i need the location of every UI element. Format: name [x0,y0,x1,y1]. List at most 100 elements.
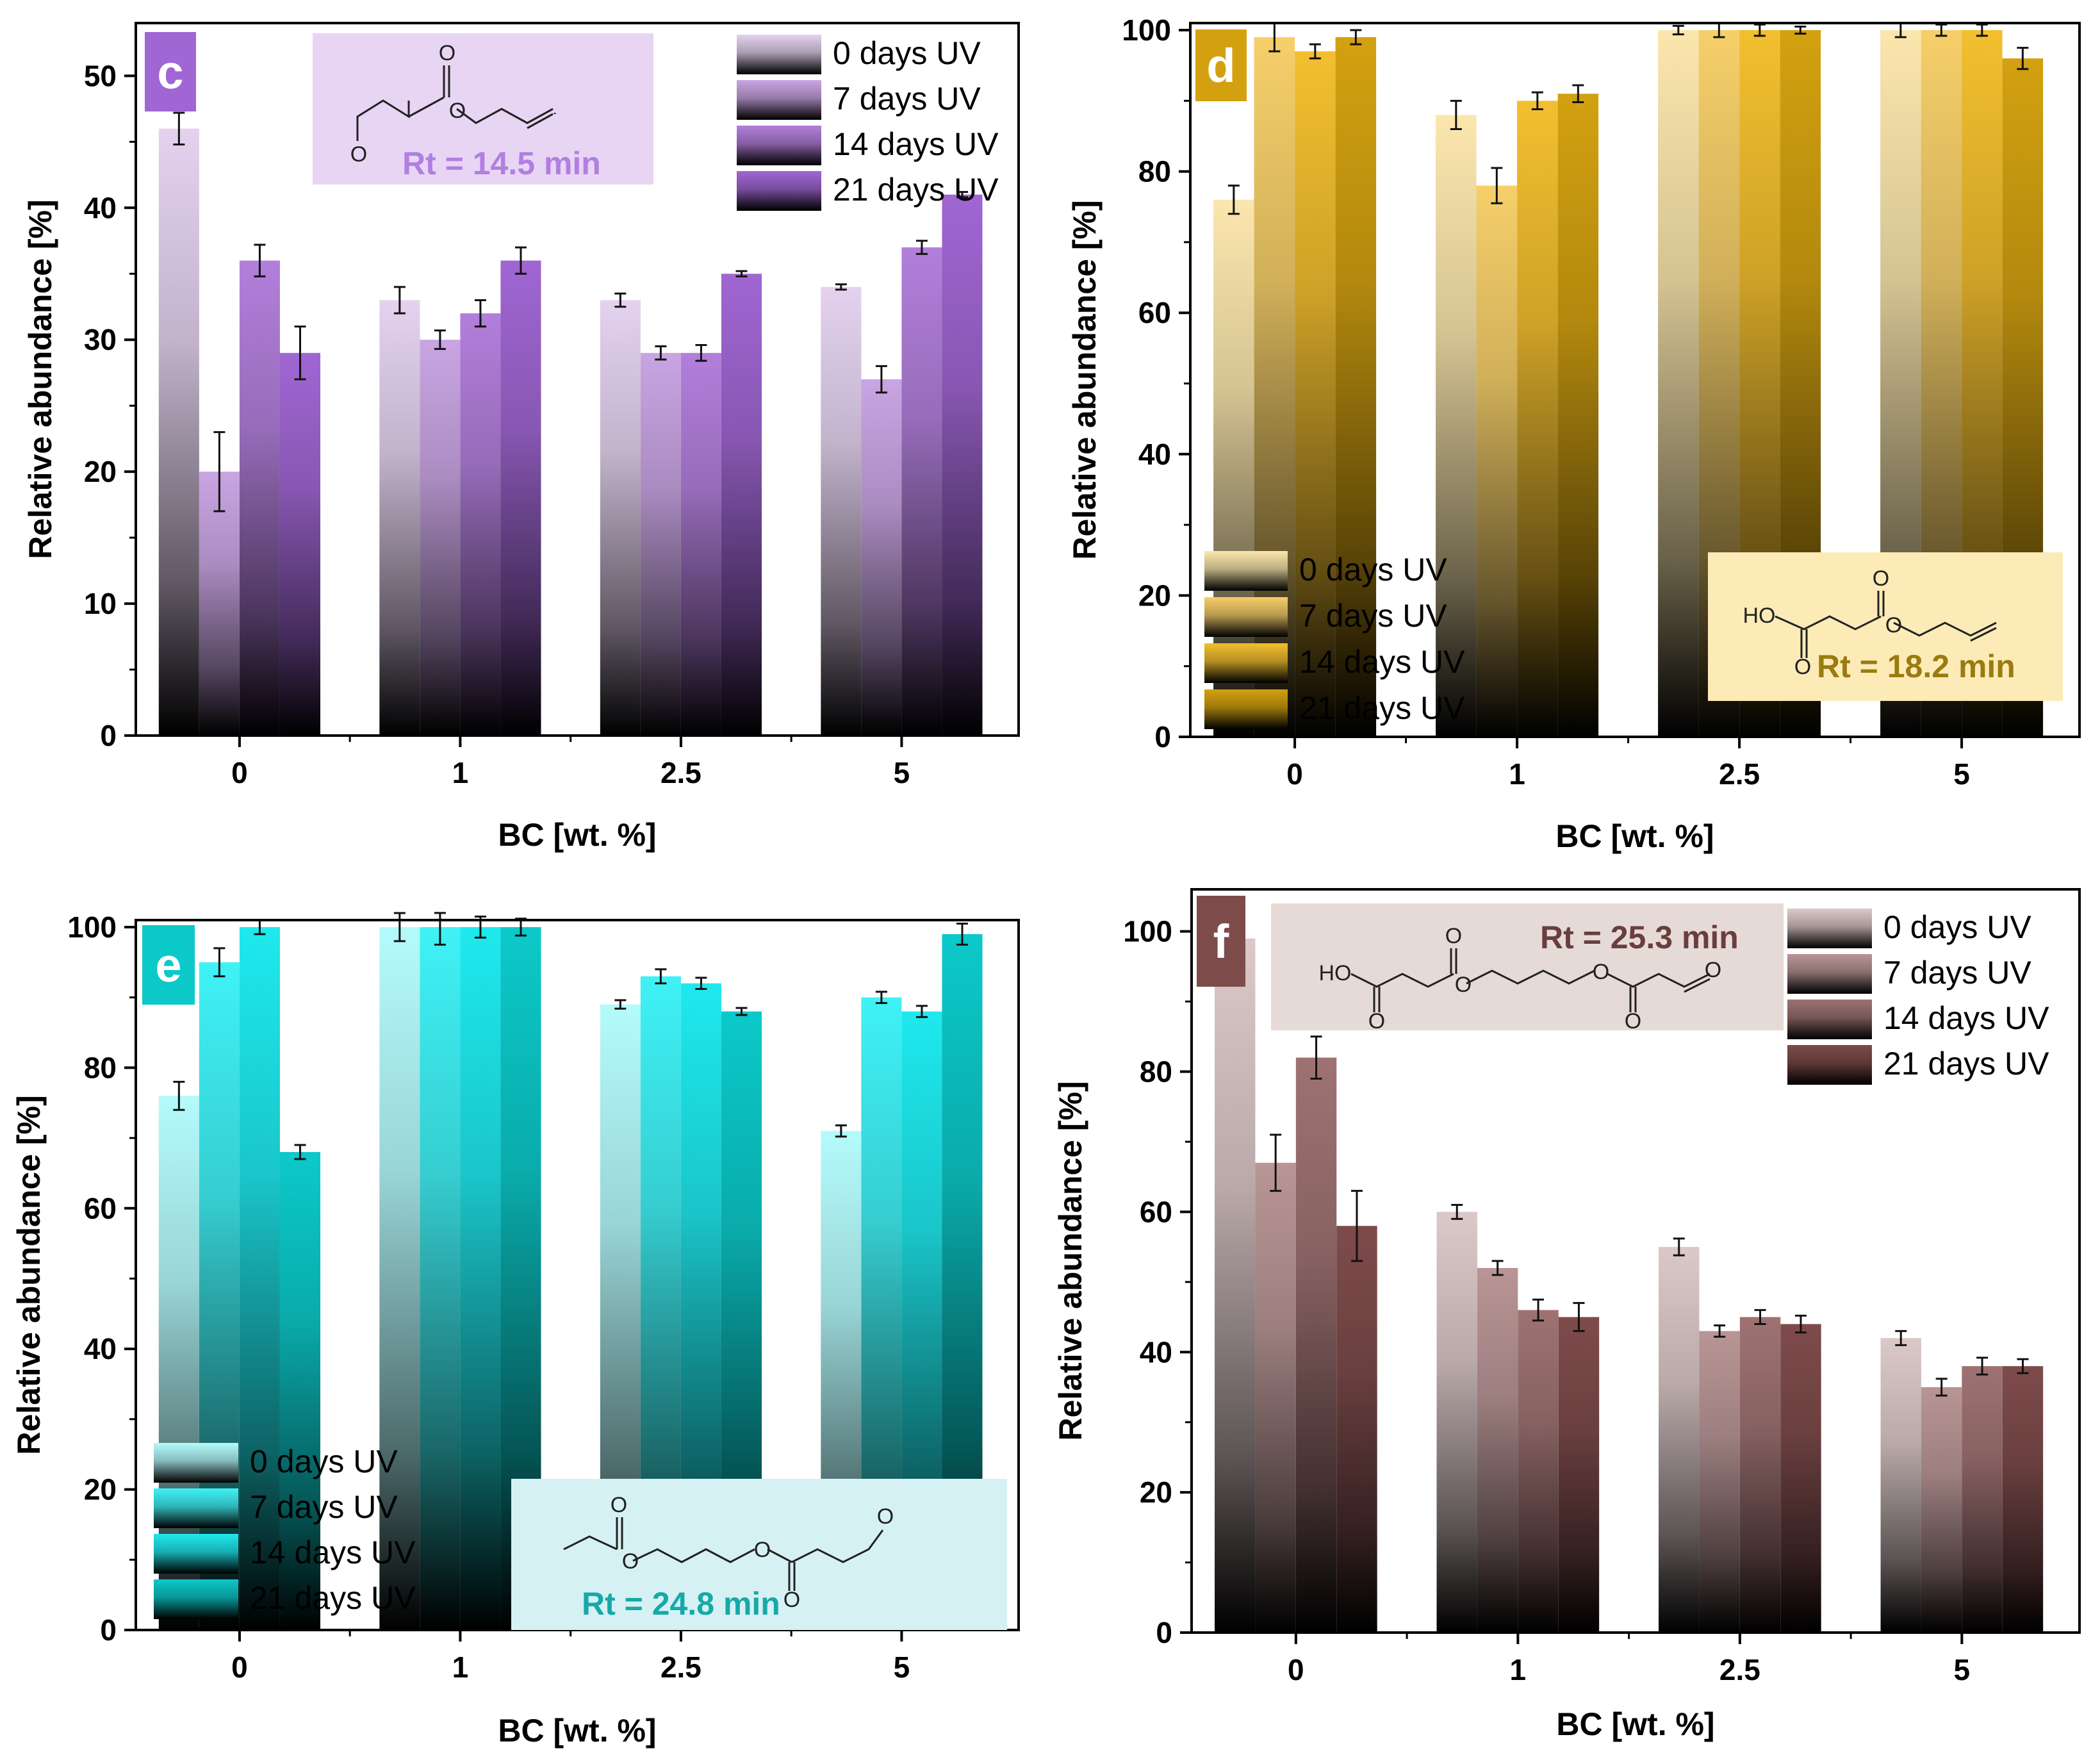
x-axis: 0 1 2.5 5 [1288,1633,1970,1686]
y-axis: 0 10 20 30 40 50 [84,59,136,752]
y-axis: 0 20 40 60 80 100 [1122,13,1190,753]
x-axis: 0 1 2.5 5 [1286,737,1970,791]
y-tick-label: 0 [1154,720,1171,753]
x-tick-label: 5 [894,756,910,789]
x-axis-label: BC [wt. %] [1556,1706,1714,1742]
bar [901,247,942,736]
y-tick-label: 50 [84,59,117,92]
molecule-bond [791,1529,884,1563]
legend-swatch [1787,909,1872,948]
molecule-atom-label: HO [1743,604,1776,628]
bar [821,286,862,736]
legend-label: 21 days UV [250,1580,416,1616]
y-axis-label: Relative abundance [%] [22,199,58,559]
bar [1336,1226,1377,1633]
bars-group [1215,916,2044,1633]
x-axis-label: BC [wt. %] [498,817,656,853]
y-tick-label: 60 [1138,296,1171,329]
bar [942,194,983,736]
molecule-atom-label: O [350,142,367,167]
annotation-box [511,1479,1007,1630]
x-tick-label: 2.5 [1719,757,1760,791]
molecule-bond [527,113,554,129]
molecule-annotation: O O O Rt = 14.5 min [313,33,653,185]
x-axis-label: BC [wt. %] [498,1713,656,1749]
bar [1962,1366,2003,1633]
legend: 0 days UV 7 days UV 14 days UV 21 days UV [154,1443,416,1619]
y-tick-label: 30 [84,323,117,356]
legend-label: 7 days UV [1883,955,2031,991]
molecule-atom-label: O [1368,1009,1385,1033]
panel-badge [1197,896,1245,987]
molecule-bond [356,99,410,141]
x-tick-label: 5 [1953,757,1970,791]
legend-swatch [1204,551,1288,591]
retention-time-label: Rt = 18.2 min [1817,648,2015,684]
y-axis-label: Relative abundance [%] [1067,200,1103,559]
bar [1558,1317,1600,1633]
molecule-atom-label: O [622,1549,639,1574]
annotation-box [1708,552,2063,701]
bar [721,274,762,736]
bar [1699,1331,1740,1633]
molecule-atom-label: O [1445,924,1462,948]
legend-swatch [154,1534,238,1574]
y-tick-label: 80 [84,1051,117,1084]
y-axis: 0 20 40 60 80 100 [67,910,136,1647]
panel-letter: c [157,45,183,99]
y-tick-label: 60 [1140,1195,1172,1228]
legend-label: 14 days UV [1883,1000,2049,1036]
panel-letter: d [1206,39,1235,92]
x-tick-label: 5 [1954,1653,1971,1686]
bar [861,379,902,736]
y-axis: 0 20 40 60 80 100 [1123,915,1192,1649]
x-axis: 0 1 2.5 5 [231,1630,910,1684]
plot-frame [1190,888,2081,1634]
y-tick-label: 40 [84,1332,117,1365]
retention-time-label: Rt = 24.8 min [582,1586,780,1622]
legend-label: 14 days UV [250,1535,416,1570]
x-tick-label: 5 [894,1651,910,1684]
annotation-box [1271,903,1784,1030]
y-tick-label: 100 [1123,915,1172,948]
y-tick-label: 20 [1138,579,1171,612]
legend-swatch [1204,689,1288,729]
molecule-bond [1970,627,1997,642]
x-tick-label: 1 [452,1651,469,1684]
molecule-atom-label: O [439,41,455,65]
molecule-bond [1607,973,1710,988]
bar [1557,94,1599,737]
legend-swatch [154,1488,238,1528]
bar [1295,51,1336,737]
y-tick-label: 0 [1156,1616,1172,1649]
bar [2002,1366,2044,1633]
bar [1780,1324,1821,1633]
x-axis-label: BC [wt. %] [1555,818,1714,854]
legend-swatch [1204,597,1288,637]
bar [279,1152,321,1630]
legend-swatch [737,80,821,120]
x-tick-label: 2.5 [660,756,701,789]
panel-letter: f [1213,915,1229,968]
y-tick-label: 80 [1138,155,1171,188]
bar [640,352,681,736]
y-axis-label: Relative abundance [%] [11,1095,47,1454]
legend: 0 days UV 7 days UV 14 days UV 21 days UV [1787,909,2049,1085]
bar [158,128,199,736]
molecule-atom-label: O [1794,655,1811,679]
molecule-bond [1775,615,1882,630]
bar [1658,30,1699,737]
molecule-atom-label: O [783,1588,800,1612]
molecule-bond [1466,969,1595,985]
y-tick-label: 100 [67,910,117,944]
legend-swatch [737,35,821,74]
legend-swatch [1787,1045,1872,1085]
legend-swatch [154,1579,238,1619]
legend-swatch [1204,643,1288,683]
bar [1436,115,1477,737]
plot-frame [135,22,1020,737]
molecule-atom-label: HO [1319,961,1352,985]
